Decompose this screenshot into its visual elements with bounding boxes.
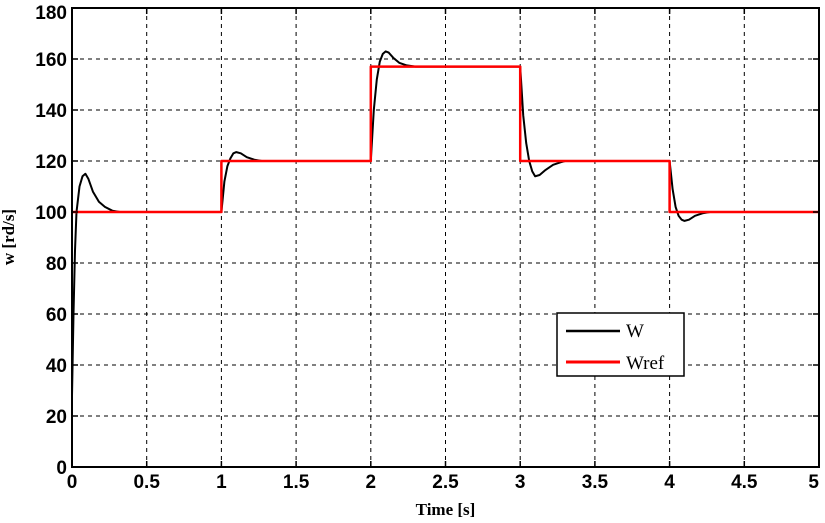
x-tick-label: 3.5	[582, 472, 609, 493]
plot-area	[72, 8, 819, 467]
x-tick-label: 2	[366, 472, 377, 493]
y-tick-label: 0	[56, 458, 67, 479]
x-tick-label: 4.5	[731, 472, 758, 493]
legend-label-w: W	[626, 321, 644, 342]
legend-label-wref: Wref	[626, 353, 665, 374]
y-tick-label: 140	[35, 101, 67, 122]
x-tick-label: 4	[664, 472, 675, 493]
y-tick-label: 100	[35, 203, 67, 224]
x-tick-label: 1	[216, 472, 227, 493]
x-tick-label: 0.5	[133, 472, 160, 493]
y-tick-label: 20	[46, 407, 67, 428]
x-tick-label: 1.5	[283, 472, 310, 493]
legend: W Wref	[556, 312, 685, 377]
y-tick-label: 60	[46, 305, 67, 326]
x-tick-label: 3	[515, 472, 526, 493]
legend-box	[556, 312, 685, 377]
series-layer	[71, 50, 819, 396]
y-tick-label: 180	[35, 3, 67, 24]
x-tick-label: 0	[67, 472, 78, 493]
x-tick-label: 5	[808, 472, 819, 493]
y-tick-label: 120	[35, 152, 67, 173]
y-tick-label: 160	[35, 50, 67, 71]
axis-ticks: 0 0.5 1 1.5 2 2.5 3 3.5 4 4.5 5 0 20 40 60 80 100 120 140 1…	[35, 3, 820, 493]
y-tick-label: 40	[46, 356, 67, 377]
x-tick-label: 2.5	[432, 472, 459, 493]
y-axis-title: w [rd/s]	[0, 209, 18, 265]
y-tick-label: 80	[46, 254, 67, 275]
x-axis-title: Time [s]	[416, 500, 476, 519]
series-line-wref	[72, 65, 819, 214]
